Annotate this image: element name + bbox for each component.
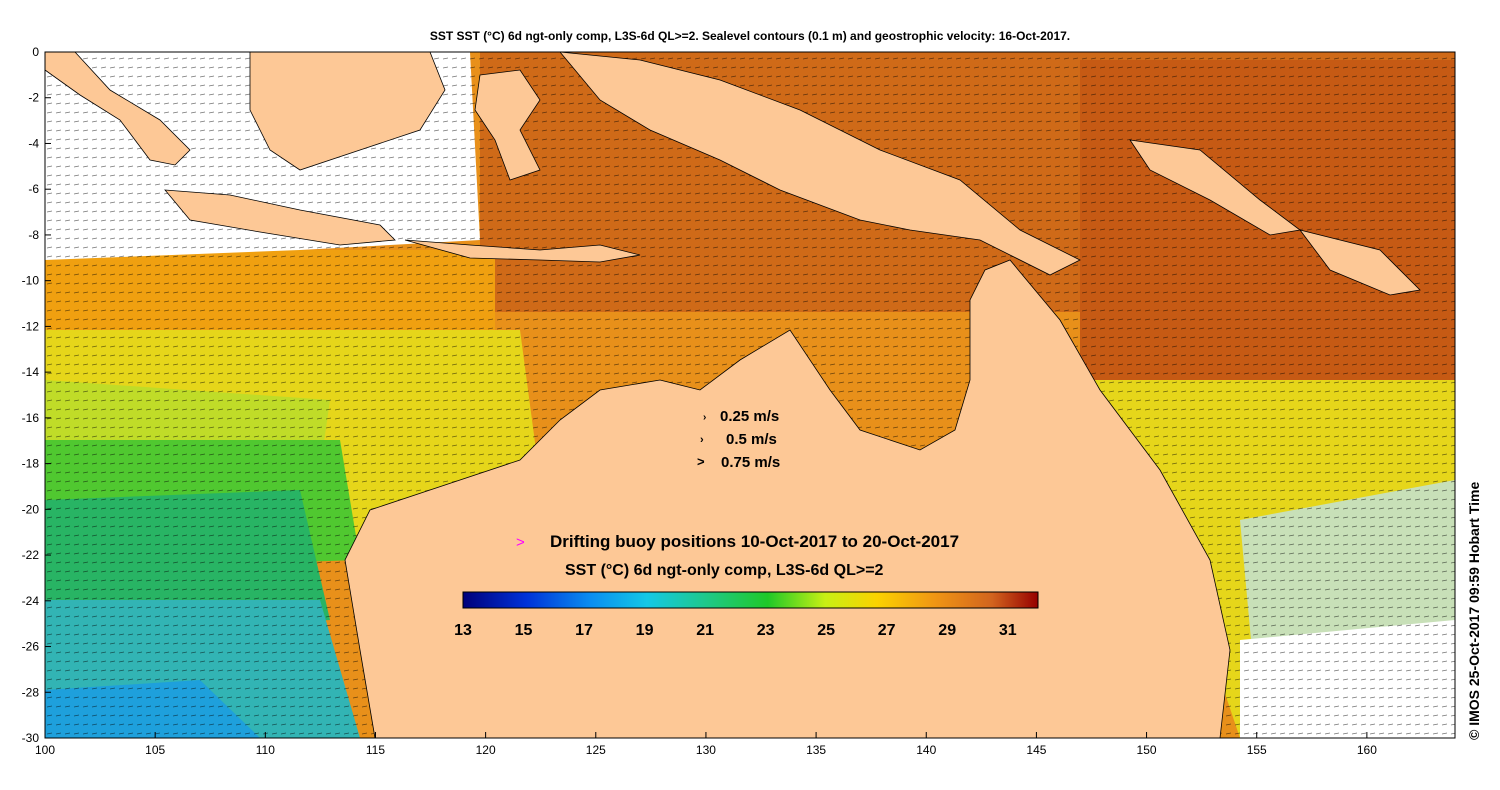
- colorbar-tick-label: 27: [878, 622, 896, 639]
- colorbar-tick-label: 21: [696, 622, 714, 639]
- y-tick-label: -24: [22, 594, 40, 608]
- x-tick-label: 145: [1026, 743, 1046, 757]
- y-tick-label: -20: [22, 502, 40, 516]
- x-tick-label: 105: [145, 743, 165, 757]
- y-tick-label: -18: [22, 457, 40, 471]
- velocity-arrow-small: ›: [703, 412, 706, 423]
- x-axis: 100 105 110 115 120 125 130 135 140 145 150 155 160: [35, 732, 1377, 757]
- colorbar: [462, 591, 1039, 609]
- velocity-legend: › 0.25 m/s › 0.5 m/s > 0.75 m/s: [697, 408, 780, 471]
- x-tick-label: 125: [586, 743, 606, 757]
- y-tick-label: -10: [22, 274, 40, 288]
- buoy-legend-label: Drifting buoy positions 10-Oct-2017 to 2…: [550, 532, 959, 551]
- colorbar-tick-label: 29: [938, 622, 956, 639]
- y-tick-label: -26: [22, 640, 40, 654]
- velocity-arrow-medium: ›: [700, 434, 704, 446]
- x-tick-label: 110: [256, 743, 275, 757]
- y-tick-label: -22: [22, 548, 40, 562]
- x-tick-label: 160: [1357, 743, 1377, 757]
- y-tick-label: -28: [22, 685, 40, 699]
- x-tick-label: 115: [366, 743, 385, 757]
- colorbar-tick-label: 31: [999, 622, 1017, 639]
- x-tick-label: 100: [35, 743, 55, 757]
- y-tick-label: -14: [22, 365, 40, 379]
- y-tick-label: -4: [28, 136, 39, 150]
- y-tick-label: -8: [28, 228, 39, 242]
- y-tick-label: -30: [22, 731, 40, 745]
- buoy-marker-icon: >: [516, 534, 525, 551]
- x-tick-label: 155: [1247, 743, 1267, 757]
- copyright-note: © IMOS 25-Oct-2017 09:59 Hobart Time: [1466, 481, 1482, 740]
- land: [44, 51, 1421, 739]
- x-tick-label: 140: [916, 743, 936, 757]
- y-axis: 0 -2 -4 -6 -8 -10 -12 -14 -16 -18 -20 -22 -24 -26 -28 -…: [22, 45, 51, 745]
- plot-frame: [44, 51, 1456, 739]
- colorbar-tick-label: 15: [515, 622, 533, 639]
- colorbar-tick-label: 13: [454, 622, 472, 639]
- velocity-arrow-large: >: [697, 454, 705, 469]
- y-tick-label: 0: [32, 45, 39, 59]
- y-tick-label: -2: [28, 91, 39, 105]
- x-tick-label: 150: [1137, 743, 1157, 757]
- x-tick-label: 130: [696, 743, 716, 757]
- y-tick-label: -12: [22, 319, 40, 333]
- chart-title: SST SST (°C) 6d ngt-only comp, L3S-6d QL…: [429, 29, 1071, 43]
- colorbar-tick-label: 17: [575, 622, 593, 639]
- x-tick-label: 120: [476, 743, 496, 757]
- velocity-label-3: 0.75 m/s: [721, 454, 780, 471]
- velocity-label-1: 0.25 m/s: [720, 408, 779, 425]
- colorbar-tick-label: 25: [817, 622, 835, 639]
- colorbar-tick-label: 23: [757, 622, 775, 639]
- y-tick-label: -16: [22, 411, 40, 425]
- y-tick-label: -6: [28, 182, 39, 196]
- colorbar-tick-label: 19: [636, 622, 654, 639]
- colorbar-title: SST (°C) 6d ngt-only comp, L3S-6d QL>=2: [565, 562, 884, 579]
- colorbar-ticks: 13 15 17 19 21 23 25 27 29 31: [454, 622, 1017, 639]
- velocity-label-2: 0.5 m/s: [726, 431, 777, 448]
- x-tick-label: 135: [806, 743, 826, 757]
